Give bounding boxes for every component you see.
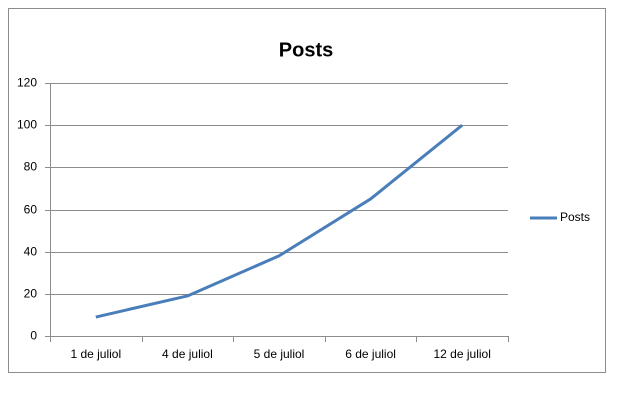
x-tick-label: 4 de juliol xyxy=(162,347,213,361)
x-tick-label: 5 de juliol xyxy=(254,347,305,361)
y-tick-label: 0 xyxy=(30,329,37,343)
y-tick-label: 20 xyxy=(24,287,38,301)
y-tick-label: 100 xyxy=(17,118,37,132)
y-tick-label: 80 xyxy=(24,160,38,174)
legend-label: Posts xyxy=(560,210,590,224)
y-tick-label: 120 xyxy=(17,76,37,90)
chart-title: Posts xyxy=(279,39,333,61)
chart-border xyxy=(8,8,606,373)
y-tick-label: 40 xyxy=(24,245,38,259)
x-tick-label: 12 de juliol xyxy=(434,347,491,361)
x-tick-label: 1 de juliol xyxy=(70,347,121,361)
series-line xyxy=(95,123,464,319)
y-tick-label: 60 xyxy=(24,203,38,217)
x-tick-label: 6 de juliol xyxy=(345,347,396,361)
